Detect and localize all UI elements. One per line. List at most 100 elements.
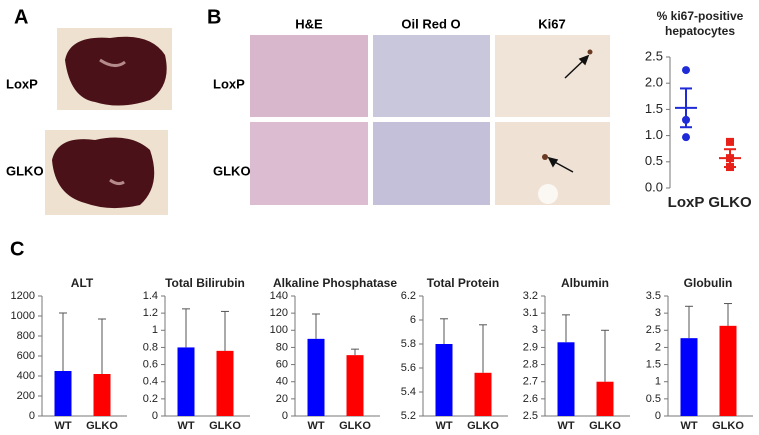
x-tick-label: LoxP: [668, 194, 705, 211]
y-tick-label: 40: [276, 376, 288, 388]
error-bar: [98, 318, 106, 374]
bar: [54, 371, 72, 416]
y-tick-label: 2.5: [523, 410, 538, 422]
error-bar: [685, 305, 693, 339]
y-tick-label: 1: [655, 376, 661, 388]
y-tick-label: 2.6: [523, 393, 538, 405]
x-tick-label: GLKO: [589, 420, 621, 432]
y-tick-label: 1.4: [143, 290, 158, 302]
y-tick-label: 6.2: [401, 290, 416, 302]
y-tick-label: 120: [270, 307, 288, 319]
column-label: Ki67: [538, 16, 565, 31]
x-tick-label: WT: [54, 420, 71, 432]
bar: [93, 374, 111, 416]
y-tick-label: 2.0: [645, 75, 663, 90]
row-label: GLKO: [6, 163, 44, 178]
y-tick-label: 1: [152, 324, 158, 336]
y-tick-label: 2.5: [646, 324, 661, 336]
arrow: [547, 54, 590, 173]
y-tick-label: 100: [270, 324, 288, 336]
y-tick-label: 0.6: [143, 358, 158, 370]
point: [682, 115, 690, 124]
nucleus: [542, 154, 548, 160]
error-bar: [479, 324, 487, 373]
y-tick-label: 0.4: [143, 376, 158, 388]
chart-title: Albumin: [561, 275, 609, 290]
liver-photo: [57, 28, 172, 110]
y-tick-label: 5.2: [401, 410, 416, 422]
y-tick-label: 20: [276, 393, 288, 405]
y-tick-label: 0: [282, 410, 288, 422]
error-bar: [312, 313, 320, 339]
panel-label: A: [14, 6, 28, 28]
panel-label: C: [10, 238, 24, 260]
y-tick-label: 5.6: [401, 362, 416, 374]
y-tick-label: 60: [276, 358, 288, 370]
error-bar: [59, 312, 67, 371]
error-bar: [182, 308, 190, 348]
chart-title: Globulin: [683, 275, 733, 290]
y-tick-label: 3: [532, 324, 538, 336]
y-tick-label: 400: [17, 370, 35, 382]
chart-title: Alkaline Phosphatase: [272, 275, 398, 290]
y-tick-label: 0.0: [645, 179, 663, 194]
y-tick-label: 5.8: [401, 338, 416, 350]
column-label: H&E: [295, 16, 323, 31]
liver-photo: [45, 130, 168, 215]
y-tick-label: 140: [270, 290, 288, 302]
x-tick-label: GLKO: [467, 420, 499, 432]
y-tick-label: 6: [410, 314, 416, 326]
y-tick-label: 2.7: [523, 376, 538, 388]
bar: [557, 342, 575, 416]
y-tick-label: 0.2: [143, 393, 158, 405]
y-tick-label: 600: [17, 350, 35, 362]
micrograph: [495, 35, 610, 117]
point: [682, 133, 690, 142]
x-tick-label: GLKO: [708, 194, 752, 211]
point: [726, 163, 734, 172]
y-tick-label: 80: [276, 341, 288, 353]
chart-title: Total Protein: [426, 275, 500, 290]
error-bar: [221, 310, 229, 351]
point: [726, 137, 734, 146]
y-tick-label: 0: [655, 410, 661, 422]
bar: [719, 325, 737, 416]
bar: [177, 347, 195, 416]
error-bar: [601, 329, 609, 382]
x-tick-label: WT: [680, 420, 697, 432]
vessel: [538, 184, 558, 204]
x-tick-label: WT: [307, 420, 324, 432]
error-bar: [351, 348, 359, 356]
bar: [307, 338, 325, 416]
x-tick-label: GLKO: [86, 420, 118, 432]
bar: [435, 344, 453, 416]
y-tick-label: 0: [152, 410, 158, 422]
x-tick-label: GLKO: [209, 420, 241, 432]
micrograph: [250, 35, 368, 117]
chart-title: ALT: [70, 275, 94, 290]
bar: [474, 372, 492, 416]
y-tick-label: 5.4: [401, 386, 416, 398]
y-tick-label: 3: [655, 307, 661, 319]
y-tick-label: 800: [17, 330, 35, 342]
y-tick-label: 2.8: [523, 358, 538, 370]
micrograph: [373, 122, 490, 205]
error-bar: [562, 314, 570, 343]
y-tick-label: 2: [655, 341, 661, 353]
row-label: GLKO: [213, 163, 251, 178]
x-tick-label: WT: [557, 420, 574, 432]
point: [682, 66, 690, 75]
y-tick-label: 0.5: [646, 393, 661, 405]
x-tick-label: WT: [435, 420, 452, 432]
row-label: LoxP: [213, 76, 245, 91]
error-bar: [440, 318, 448, 344]
y-tick-label: 0.5: [645, 153, 663, 168]
y-tick-label: 1.2: [143, 307, 158, 319]
x-tick-label: WT: [177, 420, 194, 432]
nucleus: [587, 49, 593, 55]
y-tick-label: 3.2: [523, 290, 538, 302]
chart-title: % ki67-positive hepatocytes: [656, 9, 744, 38]
error-bar: [724, 303, 732, 326]
x-tick-label: GLKO: [339, 420, 371, 432]
